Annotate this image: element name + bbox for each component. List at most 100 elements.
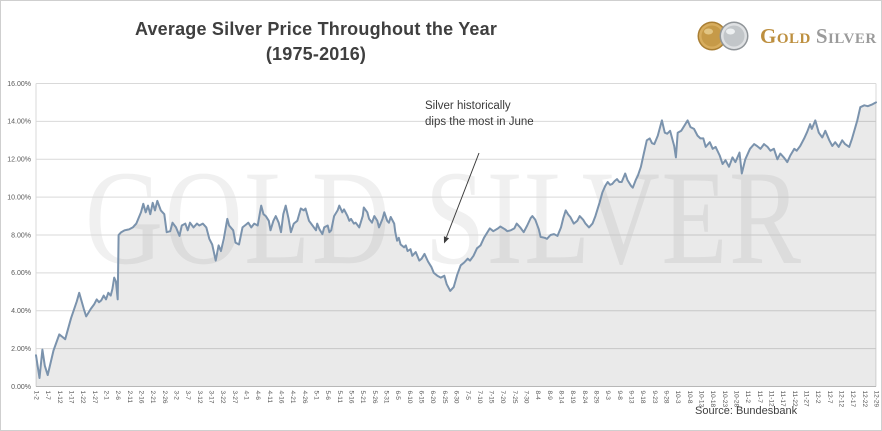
x-tick-label: 4-11 <box>266 391 273 404</box>
x-tick-label: 1-22 <box>79 391 86 404</box>
x-tick-label: 1-17 <box>68 391 75 404</box>
x-tick-label: 8-9 <box>546 391 553 401</box>
y-tick-label: 4.00% <box>11 308 31 315</box>
chart-title: Average Silver Price Throughout the Year… <box>56 17 576 67</box>
x-tick-label: 5-16 <box>348 391 355 404</box>
x-tick-label: 7-15 <box>488 391 495 404</box>
x-tick-label: 12-29 <box>873 391 880 408</box>
x-tick-label: 1-2 <box>33 391 40 401</box>
x-tick-label: 8-4 <box>534 391 541 401</box>
x-tick-label: 4-21 <box>289 391 296 404</box>
area-fill <box>36 102 876 387</box>
x-tick-label: 1-27 <box>91 391 98 404</box>
x-tick-label: 5-1 <box>313 391 320 401</box>
y-tick-label: 8.00% <box>11 232 31 239</box>
x-tick-label: 6-10 <box>406 391 413 404</box>
x-tick-label: 6-15 <box>418 391 425 404</box>
x-tick-label: 5-31 <box>383 391 390 404</box>
x-tick-label: 5-21 <box>359 391 366 404</box>
x-tick-label: 11-12 <box>768 391 775 408</box>
x-tick-label: 3-2 <box>173 391 180 401</box>
x-tick-label: 10-8 <box>686 391 693 404</box>
brand-silver-text: Silver <box>815 23 877 48</box>
x-tick-label: 4-6 <box>254 391 261 401</box>
x-tick-label: 9-8 <box>616 391 623 401</box>
x-tick-label: 12-2 <box>814 391 821 404</box>
x-tick-label: 12-12 <box>838 391 845 408</box>
chart-title-line1: Average Silver Price Throughout the Year <box>134 19 498 39</box>
x-tick-label: 4-16 <box>278 391 285 404</box>
x-tick-label: 8-24 <box>581 391 588 404</box>
coins-icon <box>697 21 749 51</box>
x-tick-label: 10-3 <box>674 391 681 404</box>
x-tick-label: 6-30 <box>453 391 460 404</box>
x-tick-label: 6-25 <box>441 391 448 404</box>
annotation-line1: Silver historically <box>425 100 511 112</box>
x-tick-label: 6-5 <box>394 391 401 401</box>
annotation-arrowhead <box>443 236 450 244</box>
price-line <box>35 101 877 379</box>
x-tick-label: 4-1 <box>243 391 250 401</box>
x-tick-label: 9-3 <box>604 391 611 401</box>
x-tick-label: 5-11 <box>336 391 343 404</box>
x-tick-label: 5-6 <box>324 391 331 401</box>
x-tick-label: 7-30 <box>523 391 530 404</box>
x-tick-label: 11-2 <box>744 391 751 404</box>
x-tick-label: 12-17 <box>849 391 856 408</box>
x-tick-label: 10-18 <box>709 391 716 408</box>
x-tick-label: 7-25 <box>511 391 518 404</box>
x-tick-label: 11-7 <box>756 391 763 404</box>
x-tick-label: 9-18 <box>639 391 646 404</box>
x-tick-label: 9-13 <box>628 391 635 404</box>
x-tick-label: 8-14 <box>558 391 565 404</box>
x-tick-label: 10-23 <box>721 391 728 408</box>
x-tick-label: 7-10 <box>476 391 483 404</box>
x-tick-label: 3-22 <box>219 391 226 404</box>
chart-title-line2: (1975-2016) <box>265 44 367 64</box>
x-tick-label: 8-19 <box>569 391 576 404</box>
x-tick-label: 7-5 <box>464 391 471 401</box>
annotation-arrow <box>446 152 480 238</box>
y-tick-label: 2.00% <box>11 346 31 353</box>
x-tick-label: 6-20 <box>429 391 436 404</box>
x-tick-label: 9-23 <box>651 391 658 404</box>
x-tick-label: 1-12 <box>56 391 63 404</box>
y-tick-label: 0.00% <box>11 384 31 391</box>
watermark-goldsilver: GOLDSILVER <box>85 144 801 293</box>
x-tick-label: 2-11 <box>126 391 133 404</box>
x-tick-label: 10-28 <box>733 391 740 408</box>
brand-gold-text: Gold <box>760 23 811 48</box>
x-tick-label: 12-7 <box>826 391 833 404</box>
y-tick-label: 14.00% <box>7 119 31 126</box>
x-tick-label: 8-29 <box>593 391 600 404</box>
x-tick-label: 2-1 <box>103 391 110 401</box>
y-tick-label: 16.00% <box>7 81 31 88</box>
y-tick-label: 10.00% <box>7 194 31 201</box>
x-tick-label: 3-7 <box>184 391 191 401</box>
x-tick-label: 2-16 <box>138 391 145 404</box>
x-tick-label: 2-6 <box>114 391 121 401</box>
x-tick-label: 3-17 <box>208 391 215 404</box>
x-tick-label: 4-26 <box>301 391 308 404</box>
annotation-june-dip: Silver historically dips the most in Jun… <box>425 98 534 130</box>
y-tick-label: 6.00% <box>11 270 31 277</box>
brand-wordmark: Gold Silver <box>760 23 877 48</box>
x-tick-label: 7-20 <box>499 391 506 404</box>
x-tick-label: 2-21 <box>149 391 156 404</box>
x-tick-label: 3-27 <box>231 391 238 404</box>
x-tick-label: 5-26 <box>371 391 378 404</box>
source-label: Source: Bundesbank <box>695 405 798 417</box>
x-tick-label: 2-26 <box>161 391 168 404</box>
x-tick-label: 3-12 <box>196 391 203 404</box>
y-tick-label: 12.00% <box>7 157 31 164</box>
goldsilver-logo: Gold Silver <box>697 19 877 53</box>
x-tick-label: 1-7 <box>44 391 51 401</box>
x-tick-label: 10-13 <box>698 391 705 408</box>
x-tick-label: 11-27 <box>803 391 810 408</box>
x-tick-label: 9-28 <box>663 391 670 404</box>
annotation-line2: dips the most in June <box>425 116 534 128</box>
x-tick-label: 11-22 <box>791 391 798 408</box>
x-tick-label: 11-17 <box>779 391 786 408</box>
